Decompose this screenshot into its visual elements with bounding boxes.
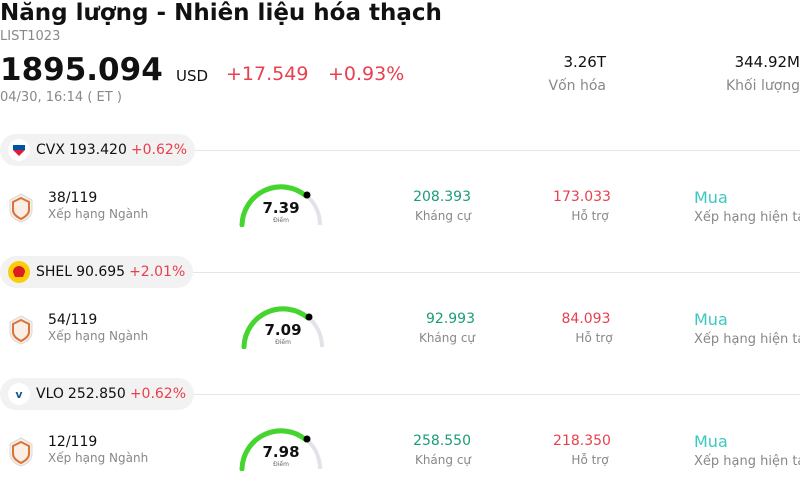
rating: Mua: [694, 188, 728, 207]
time: 04/30, 16:14 ( ET ): [0, 90, 122, 105]
support-label: Hỗ trợ: [571, 453, 609, 467]
stock-price: 193.420: [68, 142, 127, 158]
code: LIST1023: [0, 29, 61, 44]
rating-label: Xếp hạng hiện tại: [694, 454, 800, 469]
stock-price: 90.695: [76, 264, 126, 280]
stock-price: 252.850: [67, 386, 126, 402]
rank: 38/119: [48, 190, 98, 206]
score-label: Điểm: [275, 339, 291, 346]
resistance-label: Kháng cự: [414, 453, 472, 467]
score: 7.39: [262, 199, 300, 217]
divider: [193, 272, 800, 273]
support: 218.350: [553, 433, 611, 449]
support: 173.033: [553, 189, 611, 205]
price: 1895.094: [0, 52, 163, 88]
stock-pill[interactable]: SHEL 90.695 +2.01%: [0, 256, 194, 288]
change-percent: +0.93%: [328, 63, 405, 85]
score: 7.98: [262, 443, 300, 461]
rating: Mua: [694, 432, 728, 451]
support: 84.093: [561, 311, 611, 327]
logo: [8, 139, 30, 161]
shield-icon: [8, 192, 34, 228]
volume: 344.92M: [734, 53, 800, 71]
support-label: Hỗ trợ: [575, 331, 613, 345]
score-label: Điểm: [273, 217, 289, 224]
score-label: Điểm: [273, 461, 289, 468]
resistance-label: Kháng cự: [414, 209, 472, 223]
stock-change: +0.62%: [130, 142, 188, 158]
title: Năng lượng - Nhiên liệu hóa thạch: [0, 0, 442, 26]
shield-icon: [8, 314, 34, 350]
ticker: VLO: [36, 386, 64, 402]
stock-change: +2.01%: [129, 264, 186, 280]
logo: [8, 261, 30, 283]
market-cap: 3.26T: [563, 53, 606, 71]
gauge: 7.98 Điểm: [238, 425, 324, 472]
change: +17.549: [226, 63, 309, 85]
stock-change: +0.62%: [129, 386, 187, 402]
divider: [194, 394, 800, 395]
resistance: 258.550: [413, 433, 471, 449]
rank-label: Xếp hạng Ngành: [48, 207, 149, 221]
rank: 12/119: [48, 434, 98, 450]
resistance: 208.393: [413, 189, 471, 205]
stock-pill[interactable]: v VLO 252.850 +0.62%: [0, 378, 195, 410]
score: 7.09: [264, 321, 302, 339]
rank-label: Xếp hạng Ngành: [48, 451, 149, 465]
divider: [195, 150, 800, 151]
ticker: CVX: [36, 142, 65, 158]
currency: USD: [176, 67, 209, 85]
rating: Mua: [694, 310, 728, 329]
stock-pill[interactable]: CVX 193.420 +0.62%: [0, 134, 196, 166]
gauge: 7.39 Điểm: [238, 181, 324, 228]
ticker: SHEL: [36, 264, 73, 280]
resistance: 92.993: [426, 311, 475, 327]
shield-icon: [8, 436, 34, 472]
time-value: 04/30, 16:14: [0, 90, 84, 105]
rating-label: Xếp hạng hiện tại: [694, 332, 800, 347]
rating-label: Xếp hạng hiện tại: [694, 210, 800, 225]
rank: 54/119: [48, 312, 98, 328]
timezone: ( ET ): [87, 90, 122, 105]
rank-label: Xếp hạng Ngành: [48, 329, 149, 343]
resistance-label: Kháng cự: [418, 331, 476, 345]
logo: v: [8, 383, 30, 405]
volume-label: Khối lượng: [726, 78, 800, 94]
support-label: Hỗ trợ: [571, 209, 609, 223]
market-cap-label: Vốn hóa: [548, 78, 606, 94]
gauge: 7.09 Điểm: [240, 303, 326, 350]
